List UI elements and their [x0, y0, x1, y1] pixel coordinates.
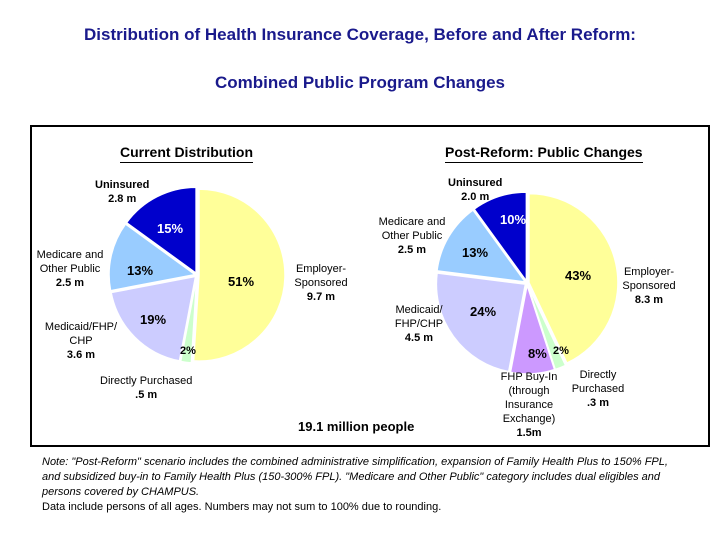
pct-direct-post: 2%	[553, 345, 569, 357]
label-direct-current: Directly Purchased .5 m	[100, 375, 193, 401]
pie-slice-0-0	[192, 188, 286, 362]
pct-medicare-current: 13%	[127, 263, 154, 278]
pie-slice-1-3	[435, 272, 527, 373]
pct-uninsured-current: 15%	[157, 221, 184, 236]
label-direct-post: Directly Purchased .3 m	[571, 369, 625, 409]
chart-title: Distribution of Health Insurance Coverag…	[84, 25, 636, 44]
pie-title-current: Current Distribution	[120, 144, 253, 163]
pie-slice-1-0	[528, 192, 619, 365]
pct-buyin-post: 8%	[528, 346, 547, 361]
pie-slice-0-4	[125, 186, 197, 275]
total-people: 19.1 million people	[298, 419, 415, 434]
pct-medicare-post: 13%	[462, 245, 489, 260]
pct-uninsured-post: 10%	[500, 212, 527, 227]
pct-employer-post: 43%	[565, 268, 592, 283]
pie-slice-0-1	[179, 276, 198, 364]
chart-frame	[30, 125, 710, 447]
footnote: Note: "Post-Reform" scenario includes th…	[42, 456, 668, 513]
pct-employer-current: 51%	[228, 274, 255, 289]
label-medicaid-current: Medicaid/FHP/ CHP 3.6 m	[44, 321, 118, 361]
chart-subtitle: Combined Public Program Changes	[215, 73, 505, 92]
label-uninsured-post: Uninsured 2.0 m	[448, 177, 503, 203]
pct-medicaid-post: 24%	[470, 304, 497, 319]
pie-slice-0-3	[108, 222, 197, 292]
label-medicare-post: Medicare and Other Public 2.5 m	[378, 216, 446, 256]
label-employer-post: Employer-Sponsored 8.3 m	[622, 266, 676, 306]
label-medicare-current: Medicare and Other Public 2.5 m	[36, 249, 104, 289]
pie-slice-1-2	[509, 284, 556, 375]
label-uninsured-current: Uninsured 2.8 m	[95, 179, 150, 205]
label-employer-current: Employer-Sponsored 9.7 m	[294, 263, 348, 303]
pct-medicaid-current: 19%	[140, 312, 167, 327]
pct-direct-current: 2%	[180, 345, 196, 357]
label-medicaid-post: Medicaid/ FHP/CHP 4.5 m	[394, 304, 444, 344]
pie-title-post: Post-Reform: Public Changes	[445, 144, 643, 163]
label-buyin-post: FHP Buy-In (through Insurance Exchange) 1…	[500, 371, 558, 439]
pie-slice-1-4	[436, 208, 527, 283]
pie-slice-1-5	[473, 191, 528, 284]
pie-slice-0-2	[110, 275, 197, 362]
